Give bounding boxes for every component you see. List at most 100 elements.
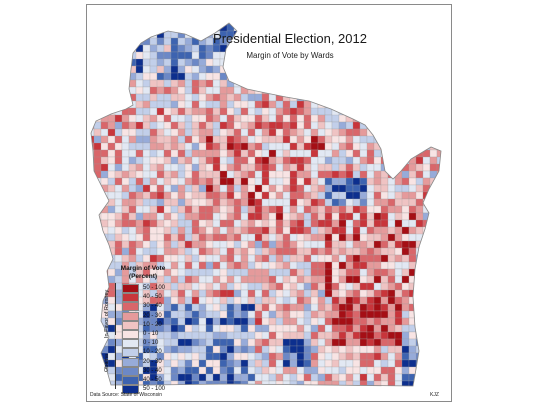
ward-cell	[380, 205, 389, 214]
ward-cell	[240, 142, 249, 151]
ward-cell	[296, 275, 305, 284]
ward-cell	[296, 128, 305, 137]
ward-cell	[149, 37, 158, 46]
ward-cell	[310, 219, 319, 228]
ward-cell	[268, 177, 277, 186]
ward-cell	[205, 100, 214, 109]
ward-cell	[317, 93, 326, 102]
ward-cell	[184, 114, 193, 123]
ward-cell	[289, 23, 305, 25]
ward-cell	[135, 72, 144, 81]
ward-cell	[296, 205, 305, 214]
ward-cell	[444, 122, 451, 129]
ward-cell	[191, 317, 200, 326]
legend-swatch	[122, 348, 139, 358]
ward-cell	[219, 296, 228, 305]
ward-cell	[401, 338, 410, 347]
ward-cell	[163, 324, 172, 333]
ward-cell	[296, 212, 305, 221]
ward-cell	[240, 268, 249, 277]
ward-cell	[233, 310, 242, 319]
ward-cell	[114, 198, 123, 207]
ward-cell	[296, 100, 305, 109]
ward-cell	[247, 366, 256, 375]
ward-cell	[254, 170, 263, 179]
ward-cell	[331, 184, 340, 193]
ward-cell	[296, 233, 305, 242]
ward-cell	[352, 289, 361, 298]
ward-cell	[359, 261, 368, 270]
ward-cell	[282, 79, 291, 95]
ward-cell	[261, 289, 270, 298]
ward-cell	[303, 170, 312, 179]
ward-cell	[247, 275, 256, 284]
ward-cell	[205, 177, 214, 186]
ward-cell	[360, 388, 367, 395]
ward-cell	[401, 177, 410, 186]
ward-cell	[107, 44, 116, 53]
ward-cell	[247, 100, 256, 109]
ward-cell	[282, 58, 298, 67]
ward-cell	[331, 380, 340, 386]
ward-cell	[142, 114, 151, 123]
ward-cell	[338, 247, 347, 256]
ward-cell	[436, 65, 441, 74]
ward-cell	[422, 345, 431, 354]
romney-brace	[115, 283, 119, 335]
ward-cell	[436, 317, 441, 326]
ward-cell	[149, 156, 158, 165]
ward-cell	[303, 317, 312, 326]
ward-cell	[91, 163, 95, 172]
ward-cell	[198, 86, 207, 95]
ward-cell	[324, 338, 333, 347]
ward-cell	[345, 72, 354, 81]
ward-cell	[324, 121, 333, 130]
ward-cell	[107, 114, 116, 123]
ward-cell	[408, 37, 417, 46]
ward-cell	[429, 261, 441, 270]
ward-cell	[205, 23, 214, 32]
ward-cell	[415, 156, 424, 165]
ward-cell	[444, 318, 451, 325]
ward-cell	[191, 212, 200, 221]
ward-cell	[205, 289, 214, 298]
ward-cell	[444, 136, 451, 143]
ward-cell	[345, 282, 354, 291]
ward-cell	[387, 317, 396, 326]
ward-cell	[415, 121, 424, 130]
ward-cell	[191, 303, 200, 312]
ward-cell	[254, 226, 263, 235]
ward-cell	[268, 23, 277, 25]
ward-cell	[93, 233, 102, 242]
ward-cell	[114, 184, 123, 193]
ward-cell	[156, 23, 165, 25]
ward-cell	[191, 331, 200, 340]
ward-cell	[226, 86, 235, 95]
ward-cell	[219, 282, 228, 291]
ward-cell	[268, 86, 277, 95]
ward-cell	[261, 373, 270, 382]
ward-cell	[359, 65, 368, 74]
ward-cell	[156, 23, 165, 32]
ward-cell	[359, 177, 368, 186]
ward-cell	[254, 296, 263, 305]
ward-cell	[268, 23, 277, 32]
ward-cell	[233, 93, 242, 102]
ward-cell	[422, 107, 431, 116]
ward-cell	[304, 388, 311, 395]
ward-cell	[310, 373, 319, 382]
ward-cell	[324, 254, 333, 263]
ward-cell	[317, 345, 326, 354]
ward-cell	[184, 170, 193, 179]
ward-cell	[373, 331, 382, 340]
ward-cell	[444, 199, 451, 206]
ward-cell	[128, 142, 137, 151]
ward-cell	[380, 324, 389, 333]
ward-cell	[233, 338, 242, 347]
ward-cell	[345, 86, 354, 95]
ward-cell	[233, 352, 242, 361]
ward-cell	[373, 191, 382, 200]
ward-cell	[247, 184, 256, 193]
ward-cell	[268, 296, 277, 305]
ward-cell	[233, 72, 242, 81]
